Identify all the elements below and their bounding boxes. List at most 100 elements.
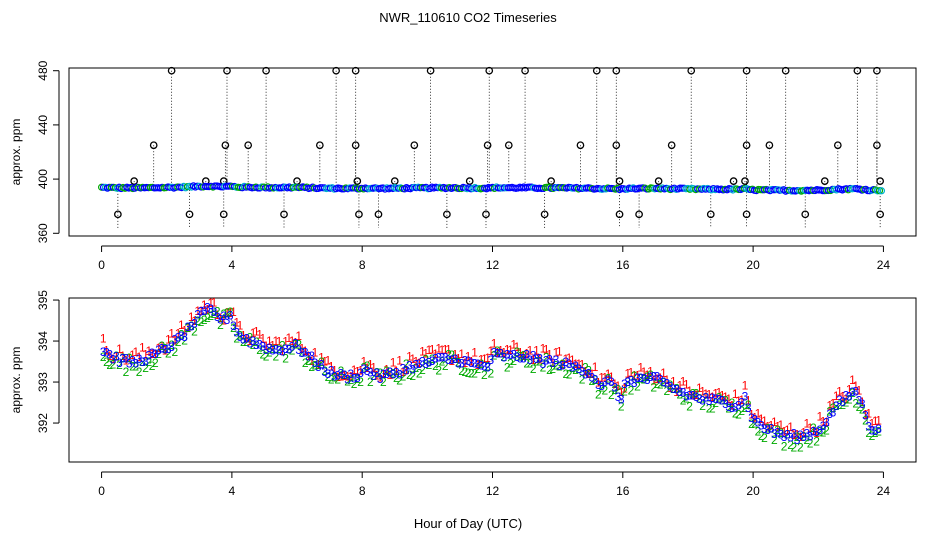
- series1-marker: 1: [178, 318, 185, 332]
- series1-marker: 1: [787, 420, 794, 434]
- series1-marker: 1: [354, 364, 361, 378]
- series1-marker: 1: [201, 298, 208, 312]
- series2-marker: 2: [207, 309, 214, 323]
- series2-marker: 2: [804, 433, 811, 447]
- series3-marker: 3: [178, 329, 185, 343]
- series3-marker: 3: [439, 351, 446, 365]
- series2-marker: 2: [468, 366, 475, 380]
- series2-marker: 2: [168, 338, 175, 352]
- series2-marker: 2: [523, 356, 530, 370]
- series1-marker: 1: [667, 381, 674, 395]
- series2-marker: 2: [400, 369, 407, 383]
- series2-marker: 2: [188, 319, 195, 333]
- panel1-y-axis-label: approx. ppm: [9, 119, 23, 186]
- series3-marker: 3: [227, 308, 234, 322]
- series1-marker: 1: [341, 369, 348, 383]
- series1-marker: 1: [191, 314, 198, 328]
- series1-marker: 1: [820, 414, 827, 428]
- series1-marker: 1: [403, 363, 410, 377]
- spike-point: [765, 141, 774, 150]
- series3-marker: 3: [191, 316, 198, 330]
- series1-marker: 1: [634, 368, 641, 382]
- series3-marker: 3: [693, 390, 700, 404]
- series1-marker: 1: [152, 347, 159, 361]
- series1-marker: 1: [289, 334, 296, 348]
- series1-marker: 1: [589, 367, 596, 381]
- series3-marker: 3: [650, 370, 657, 384]
- series1-marker: 1: [491, 336, 498, 350]
- series1-marker: 1: [738, 393, 745, 407]
- spike-point: [742, 66, 751, 75]
- series2-marker: 2: [781, 439, 788, 453]
- series1-marker: 1: [647, 364, 654, 378]
- series2-marker: 2: [794, 430, 801, 444]
- series1-marker: 1: [302, 344, 309, 358]
- series2-marker: 2: [706, 402, 713, 416]
- series2-marker: 2: [670, 382, 677, 396]
- series1-marker: 1: [439, 343, 446, 357]
- series3-marker: 3: [722, 397, 729, 411]
- series1-marker: 1: [380, 367, 387, 381]
- series3-marker: 3: [605, 373, 612, 387]
- series1-marker: 1: [839, 389, 846, 403]
- series2-marker: 2: [680, 394, 687, 408]
- series2-marker: 2: [194, 314, 201, 328]
- series1-marker: 1: [504, 342, 511, 356]
- chart-title: NWR_110610 CO2 Timeseries: [379, 10, 557, 25]
- series2-marker: 2: [553, 358, 560, 372]
- series3-marker: 3: [621, 377, 628, 391]
- series1-marker: 1: [836, 384, 843, 398]
- series1-marker: 1: [856, 383, 863, 397]
- series2-marker: 2: [100, 350, 107, 364]
- series1-marker: 1: [259, 332, 266, 346]
- series1-marker: 1: [422, 347, 429, 361]
- series2-marker: 2: [527, 357, 534, 371]
- series1-marker: 1: [478, 352, 485, 366]
- series3-marker: 3: [491, 346, 498, 360]
- series2-marker: 2: [865, 426, 872, 440]
- series2-marker: 2: [618, 399, 625, 413]
- series2-marker: 2: [178, 327, 185, 341]
- series3-marker: 3: [481, 359, 488, 373]
- panel2-y-axis-label: approx. ppm: [9, 347, 23, 414]
- series1-marker: 1: [725, 392, 732, 406]
- series2-marker: 2: [305, 354, 312, 368]
- series2-marker: 2: [321, 364, 328, 378]
- series1-marker: 1: [455, 352, 462, 366]
- series3-marker: 3: [582, 367, 589, 381]
- series2-marker: 2: [380, 375, 387, 389]
- series3-marker: 3: [328, 364, 335, 378]
- series1-marker: 1: [429, 342, 436, 356]
- series1-marker: 1: [364, 361, 371, 375]
- series3-marker: 3: [400, 361, 407, 375]
- spike-point: [820, 177, 829, 185]
- series1-marker: 1: [188, 310, 195, 324]
- series2-marker: 2: [657, 377, 664, 391]
- series2-marker: 2: [299, 346, 306, 360]
- series2-marker: 2: [292, 337, 299, 351]
- series3-marker: 3: [149, 346, 156, 360]
- series3-marker: 3: [676, 385, 683, 399]
- series1-marker: 1: [706, 388, 713, 402]
- series1-markers: 1111111111111111111111111111111111111111…: [100, 296, 882, 444]
- series2-marker: 2: [478, 357, 485, 371]
- series2-marker: 2: [647, 368, 654, 382]
- panel2-x-tick-label: 12: [486, 484, 500, 498]
- series2-marker: 2: [546, 363, 553, 377]
- series2-marker: 2: [315, 358, 322, 372]
- series1-marker: 1: [768, 418, 775, 432]
- series2-marker: 2: [608, 388, 615, 402]
- series3-marker: 3: [494, 346, 501, 360]
- series3-marker: 3: [559, 358, 566, 372]
- series3-marker: 3: [380, 367, 387, 381]
- series1-marker: 1: [641, 365, 648, 379]
- series1-marker: 1: [804, 416, 811, 430]
- series1-marker: 1: [175, 327, 182, 341]
- spike-point: [873, 141, 881, 150]
- series2-marker: 2: [807, 437, 814, 451]
- series1-marker: 1: [165, 332, 172, 346]
- series3-marker: 3: [142, 355, 149, 369]
- series3-marker: 3: [615, 390, 622, 404]
- series2-marker: 2: [224, 306, 231, 320]
- series1-marker: 1: [325, 353, 332, 367]
